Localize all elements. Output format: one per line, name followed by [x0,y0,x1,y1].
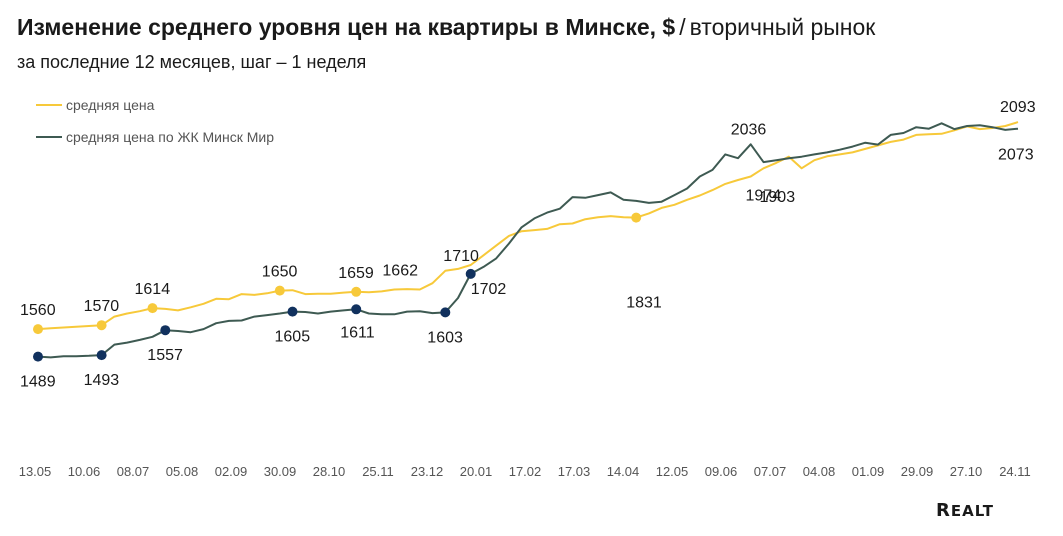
data-label-avg: 1570 [84,298,120,315]
x-tick-label: 09.06 [705,464,738,479]
data-point-minsk-mir [33,351,43,362]
legend-swatch-avg [36,104,62,106]
data-label-minsk-mir: 2073 [998,147,1034,164]
series-line-minsk-mir [37,122,1019,359]
data-label-minsk-mir: 1489 [20,374,56,391]
title-main: Изменение среднего уровня цен на квартир… [17,14,676,40]
data-label-avg: 1974 [746,187,782,204]
x-tick-label: 07.07 [754,464,787,479]
data-label-minsk-mir: 2036 [731,121,767,138]
x-tick-label: 01.09 [852,464,885,479]
x-tick-label: 14.04 [607,464,640,479]
data-point-minsk-mir [160,325,171,336]
realt-logo: REALT [936,500,994,521]
data-label-avg: 1659 [338,265,374,282]
data-point-avg [147,303,158,314]
data-point-avg [33,324,43,335]
legend-label-minsk-mir: средняя цена по ЖК Минск Мир [66,129,274,145]
data-label-minsk-mir: 1611 [340,324,375,341]
data-label-avg: 1614 [135,281,171,298]
data-point-avg [351,286,362,297]
data-label-avg: 1650 [262,264,298,281]
data-label-minsk-mir: 1702 [471,281,507,298]
data-label-minsk-mir: 1903 [760,189,796,206]
data-point-minsk-mir [287,306,298,317]
data-point-minsk-mir [351,304,362,315]
data-label-minsk-mir: 1493 [84,372,120,389]
data-point-avg [274,285,285,296]
x-tick-label: 23.12 [411,464,444,479]
legend-label-avg: средняя цена [66,97,155,113]
data-label-minsk-mir: 1603 [427,329,463,346]
data-label-avg: 1560 [20,302,56,319]
data-label-avg: 1662 [382,263,418,280]
x-tick-label: 25.11 [362,464,394,479]
x-tick-label: 27.10 [950,464,983,479]
x-tick-label: 13.05 [19,464,52,479]
data-label-avg: 1831 [626,295,662,312]
x-tick-label: 29.09 [901,464,934,479]
x-tick-label: 02.09 [215,464,248,479]
data-label-avg: 2093 [1000,99,1036,116]
x-tick-label: 10.06 [68,464,101,479]
data-point-minsk-mir [440,307,451,318]
data-point-avg [96,320,107,331]
x-tick-label: 08.07 [117,464,150,479]
data-label-minsk-mir: 1557 [147,347,183,364]
data-label-avg: 1710 [443,248,479,265]
x-tick-label: 12.05 [656,464,689,479]
data-point-minsk-mir [465,268,476,279]
x-tick-label: 20.01 [460,464,493,479]
x-tick-label: 04.08 [803,464,836,479]
x-tick-label: 24.11 [999,464,1031,479]
chart-subtitle: за последние 12 месяцев, шаг – 1 неделя [17,52,367,72]
x-tick-label: 17.02 [509,464,542,479]
x-tick-label: 05.08 [166,464,199,479]
logo-rest: EALT [950,502,995,520]
legend-item-minsk-mir: средняя цена по ЖК Минск Мир [36,126,274,148]
data-label-minsk-mir: 1605 [275,329,311,346]
data-point-minsk-mir [96,350,107,361]
x-tick-label: 30.09 [264,464,297,479]
logo-big-letter: R [936,500,951,521]
legend-item-avg: средняя цена [36,94,274,116]
data-point-avg [631,212,642,223]
legend: средняя цена средняя цена по ЖК Минск Ми… [36,94,274,158]
chart-title: Изменение среднего уровня цен на квартир… [17,14,875,41]
x-tick-label: 17.03 [558,464,591,479]
series-line-avg [37,121,1019,331]
x-tick-label: 28.10 [313,464,346,479]
title-suffix: вторичный рынок [689,14,876,40]
title-separator: / [679,14,686,40]
legend-swatch-minsk-mir [36,136,62,138]
